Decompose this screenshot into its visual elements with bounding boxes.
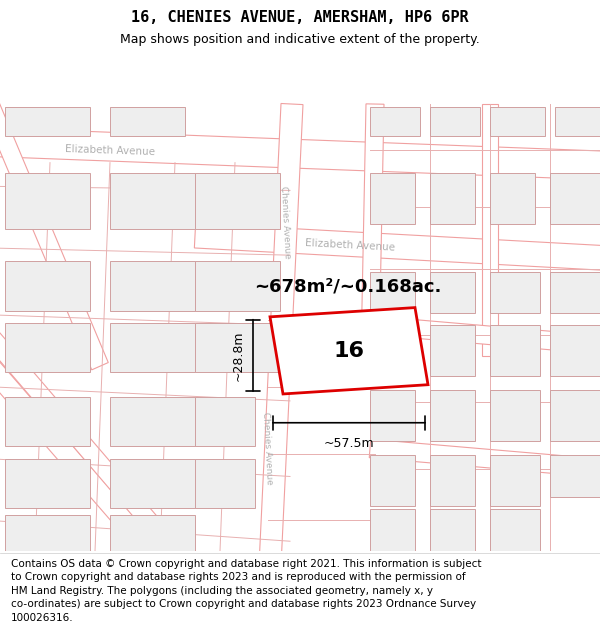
Bar xyxy=(195,261,280,311)
Text: Contains OS data © Crown copyright and database right 2021. This information is : Contains OS data © Crown copyright and d… xyxy=(11,559,481,623)
Bar xyxy=(5,515,90,551)
Polygon shape xyxy=(0,359,208,614)
Bar xyxy=(195,173,280,229)
Polygon shape xyxy=(270,308,428,394)
Bar xyxy=(555,107,600,136)
Bar xyxy=(490,173,535,224)
Bar xyxy=(430,173,475,224)
Text: ~678m²/~0.168ac.: ~678m²/~0.168ac. xyxy=(254,277,442,295)
Bar xyxy=(110,261,195,311)
Polygon shape xyxy=(369,439,600,478)
Text: 16, CHENIES AVENUE, AMERSHAM, HP6 6PR: 16, CHENIES AVENUE, AMERSHAM, HP6 6PR xyxy=(131,9,469,24)
Bar xyxy=(430,454,475,506)
Bar xyxy=(110,515,195,551)
Bar xyxy=(110,459,195,508)
Bar xyxy=(490,325,540,376)
Text: Elizabeth Avenue: Elizabeth Avenue xyxy=(305,238,395,252)
Text: Chenies Avenue: Chenies Avenue xyxy=(261,412,274,485)
Bar xyxy=(195,459,255,508)
Bar xyxy=(490,272,540,312)
Text: Elizabeth Avenue: Elizabeth Avenue xyxy=(65,144,155,157)
Bar xyxy=(110,397,195,446)
Bar xyxy=(370,272,415,312)
Polygon shape xyxy=(482,104,498,356)
Bar xyxy=(430,325,475,376)
Bar xyxy=(370,325,415,376)
Bar xyxy=(370,390,415,441)
Polygon shape xyxy=(0,329,182,558)
Bar xyxy=(110,173,195,229)
Polygon shape xyxy=(0,127,600,180)
Bar xyxy=(5,323,90,372)
Polygon shape xyxy=(257,104,303,608)
Bar xyxy=(370,107,420,136)
Bar xyxy=(550,454,600,497)
Polygon shape xyxy=(0,101,108,370)
Bar xyxy=(195,323,280,372)
Text: ~57.5m: ~57.5m xyxy=(323,437,374,450)
Text: 16: 16 xyxy=(334,341,365,361)
Bar xyxy=(550,173,600,224)
Bar xyxy=(195,397,255,446)
Text: Map shows position and indicative extent of the property.: Map shows position and indicative extent… xyxy=(120,33,480,46)
Bar xyxy=(110,107,185,136)
Bar xyxy=(5,397,90,446)
Bar xyxy=(430,509,475,551)
Bar xyxy=(5,173,90,229)
Bar xyxy=(370,173,415,224)
Bar xyxy=(5,107,90,136)
Bar xyxy=(490,390,540,441)
Bar xyxy=(110,323,195,372)
Bar xyxy=(370,509,415,551)
Bar xyxy=(550,325,600,376)
Text: ~28.8m: ~28.8m xyxy=(232,330,245,381)
Bar xyxy=(550,390,600,441)
Bar xyxy=(490,509,540,551)
Bar xyxy=(370,454,415,506)
Polygon shape xyxy=(194,223,600,271)
Polygon shape xyxy=(369,316,600,355)
Polygon shape xyxy=(361,104,384,356)
Bar xyxy=(5,459,90,508)
Bar xyxy=(490,107,545,136)
Bar xyxy=(550,272,600,312)
Bar xyxy=(430,107,480,136)
Bar xyxy=(430,390,475,441)
Bar xyxy=(430,272,475,312)
Text: Chenies Avenue: Chenies Avenue xyxy=(279,186,292,259)
Bar xyxy=(5,261,90,311)
Bar xyxy=(490,454,540,506)
